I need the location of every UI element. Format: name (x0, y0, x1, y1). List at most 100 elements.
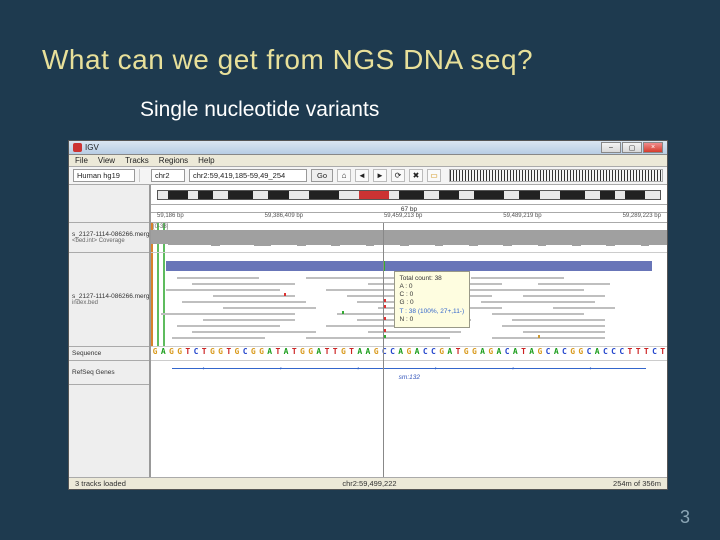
location-input[interactable]: chr2:59,419,185-59,49_254 (189, 169, 307, 182)
coverage-track[interactable]: [0-38] (151, 223, 667, 253)
sequence-base: C (503, 347, 511, 360)
ruler-row[interactable]: 67 bp 59,186 bp59,386,409 bp59,459,213 b… (151, 205, 667, 223)
left-header-spacer (69, 185, 149, 223)
menu-regions[interactable]: Regions (159, 156, 188, 165)
chromosome-select[interactable]: chr2 (151, 169, 185, 182)
alignment-read[interactable] (203, 319, 296, 321)
sequence-base: C (585, 347, 593, 360)
coverage-bar (254, 230, 263, 246)
sequence-base: T (225, 347, 233, 360)
maximize-button[interactable]: ▢ (622, 142, 642, 153)
alignment-read[interactable] (192, 283, 295, 285)
track-label-sequence[interactable]: Sequence (69, 347, 149, 361)
coverage-bar (271, 230, 280, 245)
alignment-read[interactable] (492, 313, 585, 315)
coverage-bar (443, 230, 452, 245)
alignment-read[interactable] (213, 295, 296, 297)
ideogram-row[interactable] (151, 185, 667, 205)
coverage-bar (151, 230, 160, 244)
alignment-read[interactable] (481, 301, 595, 303)
sequence-base: T (519, 347, 527, 360)
sequence-base: G (249, 347, 257, 360)
sequence-track[interactable]: GAGGTCTGGTGCGGATATGGATTGTAAGCCAGACCGATGG… (151, 347, 667, 361)
coverage-bar (168, 230, 177, 245)
alignment-read[interactable] (368, 331, 461, 333)
alignment-read[interactable] (177, 325, 280, 327)
toolbar: Human hg19 chr2 chr2:59,419,185-59,49_25… (69, 167, 667, 185)
alignment-read[interactable] (177, 277, 260, 279)
menu-help[interactable]: Help (198, 156, 214, 165)
forward-icon[interactable]: ► (373, 169, 387, 182)
coverage-bar (632, 230, 641, 245)
coverage-bar (624, 230, 633, 245)
menu-file[interactable]: File (75, 156, 88, 165)
sequence-base: C (241, 347, 249, 360)
track-area[interactable]: [0-38] Total count: 38 A : 0 C : 0 G : 0… (151, 223, 667, 477)
coverage-bar (220, 230, 229, 245)
sequence-base: T (454, 347, 462, 360)
track-label-alignments[interactable]: s_2127-1114-086266.merged index.bed (69, 253, 149, 347)
alignment-read[interactable] (161, 313, 295, 315)
gene-track[interactable]: › › › › › › sm:132 (151, 361, 667, 385)
mismatch-base (384, 335, 386, 338)
menu-view[interactable]: View (98, 156, 115, 165)
ideogram-band (625, 191, 645, 199)
coverage-bar (512, 230, 521, 245)
ruler-ticks: 59,186 bp59,386,409 bp59,459,213 bp59,48… (151, 212, 667, 222)
sequence-base: G (577, 347, 585, 360)
alignment-read[interactable] (538, 283, 610, 285)
menu-tracks[interactable]: Tracks (125, 156, 149, 165)
sequence-base: A (495, 347, 503, 360)
alignment-read[interactable] (166, 289, 280, 291)
alignment-read[interactable] (492, 337, 606, 339)
sequence-base: C (421, 347, 429, 360)
ideogram-band (198, 191, 213, 199)
ideogram-bar[interactable] (157, 190, 661, 200)
alignment-read[interactable] (523, 331, 606, 333)
alignment-read[interactable] (523, 295, 606, 297)
sequence-base: G (176, 347, 184, 360)
back-icon[interactable]: ◄ (355, 169, 369, 182)
alignment-track[interactable]: Total count: 38 A : 0 C : 0 G : 0 T : 38… (151, 253, 667, 347)
minimize-button[interactable]: – (601, 142, 621, 153)
alignment-read[interactable] (461, 289, 585, 291)
sequence-base: C (544, 347, 552, 360)
sequence-base: A (159, 347, 167, 360)
go-button[interactable]: Go (311, 169, 333, 182)
sequence-base: T (642, 347, 650, 360)
zoom-slider[interactable] (449, 169, 663, 182)
region-icon[interactable]: ▭ (427, 169, 441, 182)
sequence-base: T (331, 347, 339, 360)
alignment-read[interactable] (471, 277, 564, 279)
gene-arrow-icon: › (512, 366, 514, 372)
alignment-read[interactable] (512, 319, 605, 321)
alignment-read[interactable] (502, 325, 605, 327)
alignment-read[interactable] (172, 337, 265, 339)
refresh-icon[interactable]: ⟳ (391, 169, 405, 182)
coverage-bars (151, 230, 667, 252)
genome-select[interactable]: Human hg19 (73, 169, 135, 182)
sequence-base: T (184, 347, 192, 360)
alignment-read[interactable] (182, 301, 306, 303)
slide: What can we get from NGS DNA seq? Single… (0, 0, 720, 540)
left-panel: s_2127-1114-086266.merged <bed.int> Cove… (69, 185, 151, 477)
track-label-coverage[interactable]: s_2127-1114-086266.merged <bed.int> Cove… (69, 223, 149, 253)
sequence-base: G (536, 347, 544, 360)
zoom-out-icon[interactable]: ✖ (409, 169, 423, 182)
coverage-bar (177, 230, 186, 245)
gene-arrow-icon: › (435, 366, 437, 372)
alignment-read[interactable] (192, 331, 316, 333)
home-icon[interactable]: ⌂ (337, 169, 351, 182)
alignment-read[interactable] (223, 307, 316, 309)
menubar: File View Tracks Regions Help (69, 155, 667, 167)
status-location: chr2:59,499,222 (342, 479, 396, 488)
track1-sub: <bed.int> Coverage (72, 238, 146, 244)
titlebar[interactable]: IGV – ▢ × (69, 141, 667, 155)
close-button[interactable]: × (643, 142, 663, 153)
statusbar: 3 tracks loaded chr2:59,499,222 254m of … (69, 477, 667, 489)
alignment-read[interactable] (553, 307, 615, 309)
ideogram-band (228, 191, 253, 199)
track-label-genes[interactable]: RefSeq Genes (69, 361, 149, 385)
alignment-read[interactable] (306, 337, 450, 339)
ruler-tick: 59,289,223 bp (623, 213, 661, 222)
